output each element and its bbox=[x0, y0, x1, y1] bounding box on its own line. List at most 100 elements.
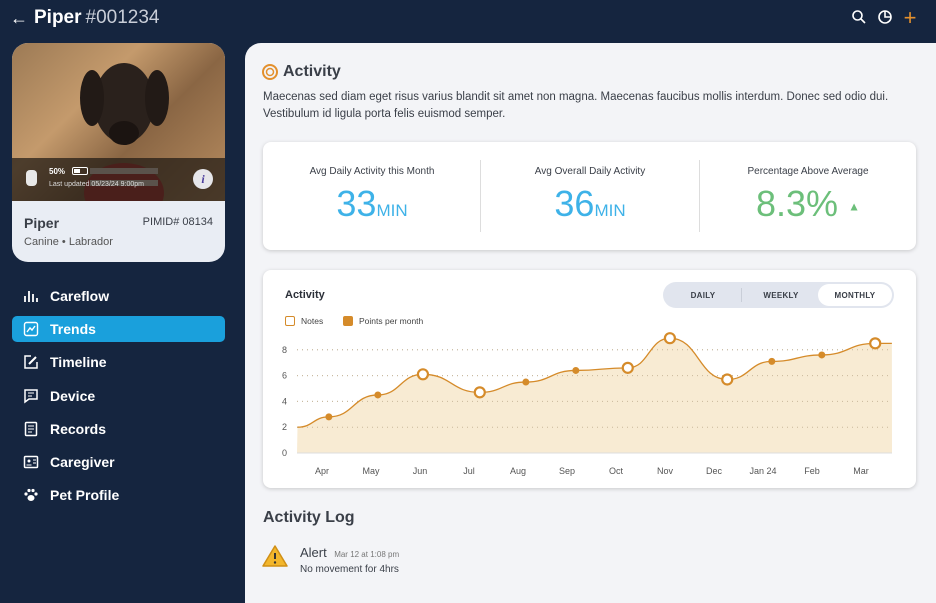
nav-label: Timeline bbox=[50, 354, 107, 370]
bar-chart-icon bbox=[22, 287, 40, 305]
pet-id: #001234 bbox=[85, 7, 160, 28]
note-point bbox=[663, 332, 676, 345]
stat-unit: MIN bbox=[376, 201, 408, 220]
page-title: Piper #001234 bbox=[34, 7, 160, 29]
plus-icon[interactable]: + bbox=[903, 5, 917, 30]
data-point bbox=[522, 378, 530, 386]
activity-icon bbox=[262, 64, 278, 85]
stat-overall: Avg Overall Daily Activity 36MIN bbox=[481, 142, 699, 250]
note-point bbox=[473, 386, 486, 399]
stat-value: 8.3% bbox=[756, 183, 839, 224]
trend-icon bbox=[22, 320, 40, 338]
activity-log-title: Activity Log bbox=[263, 509, 355, 526]
sidebar-item-trends[interactable]: Trends bbox=[12, 316, 225, 342]
sidebar-item-caregiver[interactable]: Caregiver bbox=[12, 449, 225, 475]
x-tick-label: Aug bbox=[510, 466, 526, 476]
segment-monthly[interactable]: MONTHLY bbox=[818, 284, 892, 306]
sidebar-item-device[interactable]: Device bbox=[12, 383, 225, 409]
nav-label: Caregiver bbox=[50, 454, 115, 470]
stat-month: Avg Daily Activity this Month 33MIN bbox=[263, 142, 481, 250]
nav-label: Trends bbox=[50, 321, 96, 337]
stat-percentage: Percentage Above Average 8.3% ▲ bbox=[699, 142, 917, 250]
stat-label: Avg Overall Daily Activity bbox=[534, 166, 646, 177]
note-point bbox=[721, 373, 734, 386]
alert-icon bbox=[262, 544, 288, 573]
legend-notes-swatch bbox=[285, 316, 295, 326]
note-point bbox=[621, 361, 634, 374]
pet-breed: Canine • Labrador bbox=[24, 236, 113, 248]
x-tick-label: Dec bbox=[706, 466, 723, 476]
edit-icon bbox=[22, 353, 40, 371]
message-icon bbox=[22, 387, 40, 405]
x-tick-label: Mar bbox=[853, 466, 869, 476]
divider bbox=[699, 160, 700, 232]
y-tick-label: 2 bbox=[282, 422, 287, 432]
x-tick-label: Oct bbox=[609, 466, 624, 476]
nav-label: Device bbox=[50, 388, 96, 404]
segment-daily[interactable]: DAILY bbox=[690, 291, 716, 300]
y-tick-label: 0 bbox=[282, 448, 287, 458]
chart-card: Activity DAILY WEEKLY MONTHLY Notes Poin… bbox=[263, 270, 916, 488]
y-tick-label: 8 bbox=[282, 345, 287, 355]
series-line bbox=[297, 337, 892, 428]
x-tick-label: Jul bbox=[463, 466, 475, 476]
x-tick-label: Feb bbox=[804, 466, 820, 476]
note-point bbox=[416, 368, 430, 381]
data-point bbox=[374, 391, 382, 399]
device-status-bar: 50% Last updated 05/23/24 9:00pm i bbox=[12, 158, 225, 201]
nav-label: Careflow bbox=[50, 288, 110, 304]
id-card-icon bbox=[22, 453, 40, 471]
pimid: PIMID# 08134 bbox=[142, 216, 213, 228]
info-icon[interactable]: i bbox=[193, 169, 213, 189]
legend-points: Points per month bbox=[359, 316, 424, 326]
note-point bbox=[869, 337, 882, 350]
search-icon[interactable] bbox=[850, 9, 868, 27]
battery-icon bbox=[72, 167, 88, 175]
sidebar-item-records[interactable]: Records bbox=[12, 416, 225, 442]
sidebar-item-timeline[interactable]: Timeline bbox=[12, 349, 225, 375]
stat-label: Percentage Above Average bbox=[747, 166, 869, 177]
log-time: Mar 12 at 1:08 pm bbox=[334, 550, 400, 559]
nav-label: Pet Profile bbox=[50, 487, 120, 503]
pet-name-label: Piper bbox=[24, 215, 60, 231]
log-item[interactable]: Alert Mar 12 at 1:08 pm No movement for … bbox=[300, 544, 399, 575]
last-updated: Last updated 05/23/24 9:00pm bbox=[49, 181, 144, 188]
data-point bbox=[768, 357, 776, 365]
sidebar-item-pet-profile[interactable]: Pet Profile bbox=[12, 482, 225, 508]
legend-points-swatch bbox=[343, 316, 353, 326]
battery-level: 50% bbox=[49, 167, 66, 176]
x-tick-label: Nov bbox=[657, 466, 674, 476]
y-tick-label: 6 bbox=[282, 371, 287, 381]
pet-info: Piper PIMID# 08134 Canine • Labrador bbox=[12, 201, 225, 262]
x-tick-label: Sep bbox=[559, 466, 575, 476]
activity-description: Maecenas sed diam eget risus varius blan… bbox=[263, 91, 889, 120]
divider bbox=[480, 160, 481, 232]
nav-label: Records bbox=[50, 421, 107, 437]
stat-value: 36 bbox=[554, 183, 595, 224]
log-type: Alert bbox=[300, 545, 327, 560]
x-tick-label: Jan 24 bbox=[749, 466, 776, 476]
watch-icon bbox=[26, 170, 37, 186]
area-fill bbox=[297, 338, 892, 453]
stat-unit: MIN bbox=[594, 201, 626, 220]
sidebar-item-careflow[interactable]: Careflow bbox=[12, 283, 225, 309]
data-point bbox=[325, 413, 333, 421]
pet-card[interactable]: 50% Last updated 05/23/24 9:00pm i Piper… bbox=[12, 43, 225, 262]
stats-card: Avg Daily Activity this Month 33MIN Avg O… bbox=[263, 142, 916, 250]
document-icon bbox=[22, 420, 40, 438]
pet-name: Piper bbox=[34, 7, 82, 28]
chart-title: Activity bbox=[285, 289, 325, 301]
log-text: No movement for 4hrs bbox=[300, 564, 399, 575]
x-tick-label: May bbox=[362, 466, 380, 476]
back-arrow-icon[interactable]: ← bbox=[10, 8, 28, 28]
data-point bbox=[818, 351, 826, 359]
x-tick-label: Jun bbox=[413, 466, 428, 476]
pie-chart-icon[interactable] bbox=[876, 9, 894, 27]
stat-value: 33 bbox=[336, 183, 377, 224]
activity-chart: 0 2 4 6 8 Apr May Jun Jul Aug Sep Oct Nov Dec Jan 24 Fe… bbox=[282, 332, 892, 476]
section-title: Activity bbox=[283, 63, 341, 80]
segment-weekly[interactable]: WEEKLY bbox=[763, 291, 799, 300]
up-arrow-icon: ▲ bbox=[848, 199, 860, 214]
y-tick-label: 4 bbox=[282, 396, 287, 406]
divider bbox=[741, 288, 742, 302]
